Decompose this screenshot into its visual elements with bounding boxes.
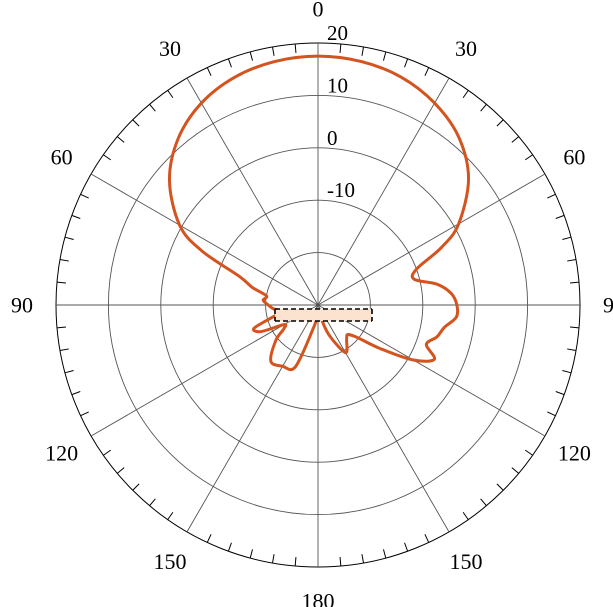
angular-tick [149,498,156,507]
angular-tick [206,534,212,543]
angular-tick [339,556,342,567]
angular-gridline [317,77,450,306]
angular-tick [361,554,364,564]
angular-tick [511,136,520,143]
angular-tick [56,326,67,329]
angular-tick [59,348,69,351]
angular-tick [167,90,174,99]
angular-tick [206,67,212,76]
angular-tick [167,511,174,520]
polar-grid [55,42,581,568]
angular-tick [480,103,487,112]
angular-gridline [186,77,319,306]
angular-tick [103,449,112,456]
angular-gridline [317,304,546,437]
angular-tick [132,119,140,127]
angular-tick [56,281,67,284]
angular-gridline [317,173,546,306]
angle-tick-label: 150 [450,549,483,574]
angular-tick [149,103,156,112]
angular-tick [567,259,577,262]
angular-tick [547,193,556,199]
angle-tick-label: 150 [154,549,187,574]
angular-tick [567,348,577,351]
angular-tick [480,498,487,507]
angular-tick [562,369,572,374]
angular-tick [404,542,409,552]
angular-tick [361,46,364,56]
angle-tick-label: 30 [455,36,477,61]
inset-layer [274,308,373,322]
angular-tick [524,449,533,456]
radial-tick-label: 20 [327,21,348,45]
angular-tick [227,542,232,552]
angular-tick [116,136,125,143]
radial-tick-label: 0 [327,126,338,150]
radial-tick-label: 10 [327,73,348,97]
angular-tick [71,391,81,396]
angular-tick [64,236,74,241]
angular-gridline [186,304,319,533]
angle-tick-label: 0 [313,0,324,22]
angular-tick [511,467,520,474]
angular-tick [272,46,275,56]
angular-tick [339,43,342,54]
axis-labels: 0 30 60 90 120 150 180 150 120 90 60 30 20 10 0 -10 [11,0,613,607]
angular-tick [404,58,409,68]
angular-tick [294,43,297,54]
angular-tick [272,554,275,564]
angular-gridline [317,304,450,533]
angular-tick [555,391,565,396]
angular-tick [71,214,81,219]
angle-tick-label: 90 [11,293,33,318]
angular-tick [227,58,232,68]
angular-tick [116,467,125,474]
angular-tick [294,556,297,567]
angular-tick [569,326,580,329]
angular-tick [555,214,565,219]
angular-tick [80,411,89,417]
angle-tick-label: 60 [563,145,585,170]
angular-tick [424,534,430,543]
radial-tick-label: -10 [327,178,355,202]
angular-tick [547,411,556,417]
angle-tick-label: 90 [603,293,613,318]
angular-gridline [90,173,319,306]
angular-tick [496,483,504,491]
angle-tick-label: 120 [45,441,78,466]
angular-tick [569,281,580,284]
angular-tick [382,51,387,61]
angular-tick [462,511,469,520]
angle-tick-label: 30 [159,36,181,61]
antenna-inset-fill [275,309,372,321]
angular-tick [382,549,387,559]
angle-tick-label: 60 [51,145,73,170]
angular-tick [64,369,74,374]
angular-tick [524,154,533,161]
angular-tick [562,236,572,241]
angular-tick [424,67,430,76]
angular-tick [103,154,112,161]
angular-tick [80,193,89,199]
angular-tick [59,259,69,262]
angular-tick [249,549,254,559]
angular-tick [249,51,254,61]
angular-tick [496,119,504,127]
angular-tick [132,483,140,491]
angle-tick-label: 180 [302,589,335,607]
angle-tick-label: 120 [558,441,591,466]
angular-tick [462,90,469,99]
